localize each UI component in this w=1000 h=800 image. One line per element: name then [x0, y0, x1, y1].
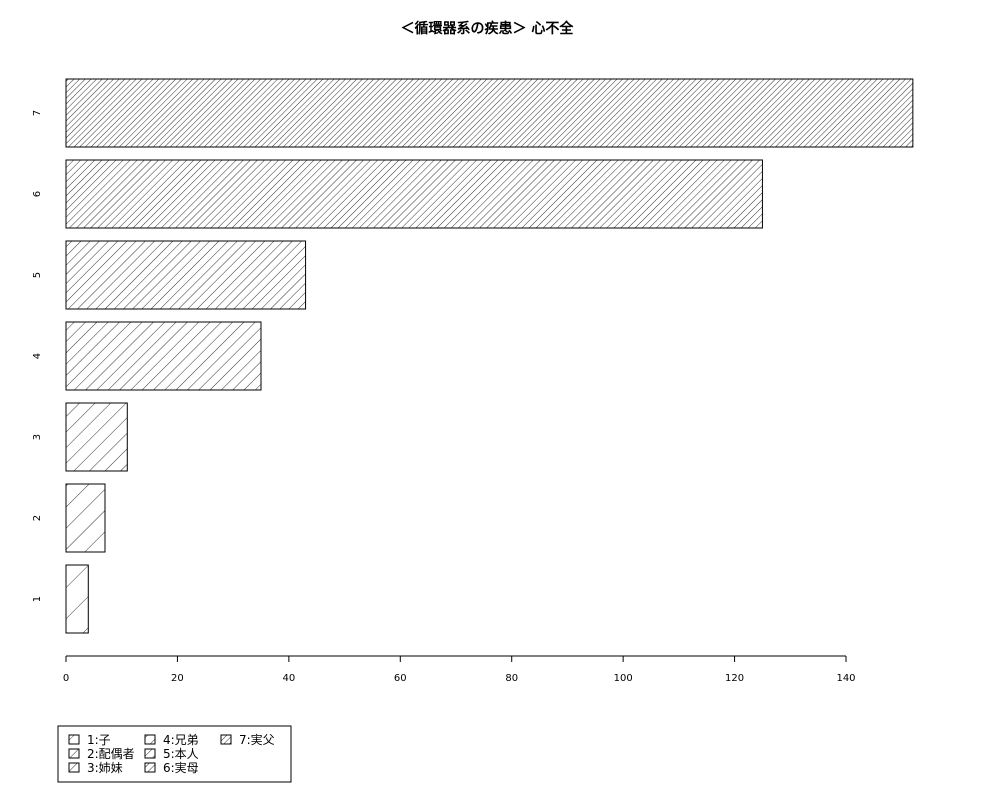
- bar-1: [65, 564, 89, 634]
- x-tick-label-100: 100: [614, 673, 633, 684]
- y-axis-tick-labels: 1 2 3 4 5 6 7: [32, 110, 43, 602]
- x-tick-label-40: 40: [282, 673, 295, 684]
- bar-3: [65, 402, 128, 472]
- bar-6: [65, 159, 763, 229]
- y-tick-label-3: 3: [32, 434, 43, 440]
- x-tick-label-20: 20: [171, 673, 184, 684]
- legend-label-6: 6:実母: [163, 760, 199, 775]
- legend-label-2: 2:配偶者: [87, 747, 135, 761]
- bar-4: [65, 321, 262, 391]
- y-tick-label-5: 5: [32, 272, 43, 278]
- legend-label-7: 7:実父: [239, 732, 275, 747]
- chart-title: ＜循環器系の疾患＞ 心不全: [401, 20, 575, 37]
- legend-label-3: 3:姉妹: [87, 760, 123, 775]
- legend-box: [57, 725, 292, 783]
- x-tick-label-120: 120: [725, 673, 744, 684]
- legend-swatch-5: [144, 748, 156, 759]
- x-tick-label-80: 80: [505, 673, 518, 684]
- bar-5: [65, 240, 307, 310]
- bar-7: [65, 78, 914, 148]
- legend-label-4: 4:兄弟: [163, 733, 199, 747]
- legend-swatch-4: [144, 734, 156, 745]
- legend-swatch-3: [68, 762, 80, 773]
- bars-group: [65, 78, 914, 634]
- y-tick-label-2: 2: [32, 515, 43, 521]
- y-tick-label-4: 4: [32, 353, 43, 359]
- x-tick-label-60: 60: [394, 673, 407, 684]
- y-tick-label-1: 1: [32, 596, 43, 602]
- x-axis: 0 20 40 60 80 100 120 140: [63, 655, 856, 684]
- legend-swatch-7: [220, 734, 232, 745]
- y-tick-label-7: 7: [32, 110, 43, 116]
- legend-label-5: 5:本人: [163, 747, 199, 761]
- y-tick-label-6: 6: [32, 191, 43, 197]
- bar-2: [65, 483, 106, 553]
- x-tick-label-140: 140: [836, 673, 855, 684]
- legend-swatch-1: [68, 734, 80, 745]
- legend-label-1: 1:子: [87, 733, 111, 747]
- x-tick-label-0: 0: [63, 673, 69, 684]
- legend-swatch-6: [144, 762, 156, 773]
- legend-swatch-2: [68, 748, 80, 759]
